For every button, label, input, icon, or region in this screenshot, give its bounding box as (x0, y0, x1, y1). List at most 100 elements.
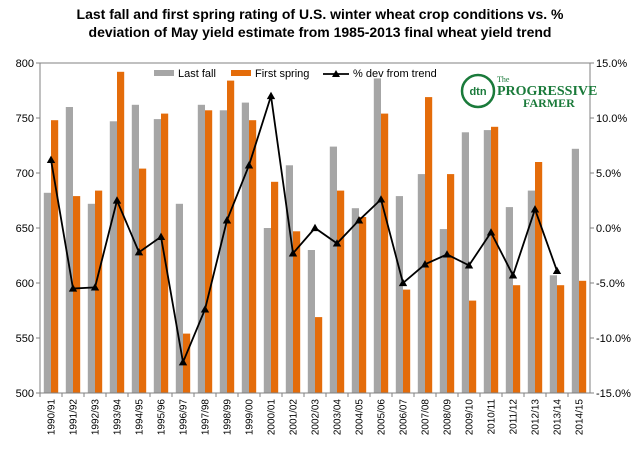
bar-last-fall (197, 104, 205, 394)
trend-point (68, 284, 78, 292)
x-tick-label: 1995/96 (157, 399, 168, 436)
x-tick-label: 2014/15 (575, 399, 586, 436)
logo-line-the: The (497, 75, 510, 84)
trend-point (332, 239, 342, 247)
bar-last-fall (43, 192, 51, 393)
bar-last-fall (549, 275, 557, 393)
x-tick-label: 2002/03 (311, 399, 322, 436)
legend-swatch-last-fall (154, 70, 174, 76)
bar-first-spring (271, 181, 279, 393)
trend-point (464, 261, 474, 269)
left-tick-label: 650 (16, 223, 34, 235)
trend-point (420, 260, 430, 268)
bar-first-spring (557, 285, 565, 393)
x-tick-label: 2008/09 (443, 399, 454, 436)
left-tick-label: 750 (16, 113, 34, 125)
x-tick-label: 1992/93 (91, 399, 102, 436)
x-tick-label: 1999/00 (245, 399, 256, 436)
bar-last-fall (395, 196, 403, 393)
bar-first-spring (403, 289, 411, 393)
x-tick-label: 1998/99 (223, 399, 234, 436)
x-tick-label: 1993/94 (113, 399, 124, 436)
trend-point (354, 216, 364, 224)
bar-first-spring (117, 71, 125, 394)
bar-first-spring (95, 190, 103, 393)
bar-first-spring (469, 300, 477, 393)
legend: Last fall First spring % dev from trend (154, 68, 437, 80)
bar-first-spring (425, 97, 433, 393)
chart-title: Last fall and first spring rating of U.S… (77, 6, 565, 40)
legend-marker-trend (332, 70, 340, 77)
bar-first-spring (447, 174, 455, 393)
bars-group (43, 71, 587, 394)
trend-point (398, 278, 408, 287)
dtn-badge-icon (460, 73, 496, 109)
trend-point (376, 195, 386, 203)
chart-title-line: Last fall and first spring rating of U.S… (77, 6, 565, 22)
bar-first-spring (535, 162, 543, 393)
trend-point (530, 205, 540, 213)
trend-point (508, 271, 518, 279)
bar-last-fall (285, 165, 293, 393)
bar-first-spring (139, 168, 147, 393)
x-tick-label: 1997/98 (201, 399, 212, 436)
left-tick-label: 700 (16, 168, 34, 180)
bar-last-fall (439, 229, 447, 393)
left-tick-label: 500 (16, 388, 34, 400)
legend-label-first-spring: First spring (255, 68, 309, 80)
x-tick-label: 2010/11 (487, 399, 498, 435)
left-tick-label: 550 (16, 333, 34, 345)
legend-label-trend: % dev from trend (353, 68, 437, 80)
bar-last-fall (417, 174, 425, 393)
bar-first-spring (491, 126, 499, 394)
right-tick-label: -10.0% (596, 333, 631, 345)
trend-point (178, 358, 188, 366)
bar-last-fall (241, 102, 249, 393)
bar-first-spring (315, 317, 323, 393)
trend-point (200, 305, 210, 313)
bar-first-spring (381, 113, 389, 393)
x-tick-label: 2004/05 (355, 399, 366, 436)
trend-point (156, 232, 166, 240)
trend-point (486, 228, 496, 236)
x-tick-label: 2003/04 (333, 399, 344, 436)
bar-first-spring (579, 280, 587, 393)
bar-last-fall (175, 203, 183, 393)
bar-first-spring (337, 190, 345, 393)
bar-last-fall (65, 107, 73, 393)
x-tick-label: 2013/14 (553, 399, 564, 436)
bar-last-fall (109, 121, 117, 394)
x-tick-label: 1994/95 (135, 399, 146, 436)
bar-last-fall (329, 146, 337, 393)
trend-point (442, 250, 452, 258)
right-tick-label: -5.0% (596, 278, 625, 290)
x-tick-label: 2011/12 (509, 399, 520, 435)
bar-last-fall (131, 104, 139, 394)
right-tick-label: 0.0% (596, 223, 621, 235)
bar-last-fall (87, 203, 95, 393)
chart-title-line: deviation of May yield estimate from 198… (89, 24, 552, 40)
x-tick-label: 2000/01 (267, 399, 278, 436)
right-tick-label: 10.0% (596, 113, 627, 125)
logo-line-farmer: FARMER (523, 96, 575, 110)
bar-last-fall (153, 119, 161, 393)
x-tick-label: 2012/13 (531, 399, 542, 436)
axes-group: 500 550 600 650 700 750 800 -15.0% -10.0% -5.0% 0.… (16, 58, 631, 435)
trend-point (46, 155, 56, 163)
trend-line (50, 95, 558, 366)
trend-point (310, 223, 320, 232)
dtn-badge-text: dtn (469, 86, 486, 98)
x-tick-label: 2007/08 (421, 399, 432, 436)
x-tick-label: 2005/06 (377, 399, 388, 436)
bar-last-fall (527, 190, 535, 393)
bar-first-spring (513, 285, 521, 393)
x-tick-label: 1990/91 (47, 399, 58, 436)
trend-point (288, 249, 298, 257)
trend-point (112, 196, 122, 204)
x-tick-label: 1991/92 (69, 399, 80, 436)
logo-line-progressive: PROGRESSIVE (497, 84, 597, 99)
bar-last-fall (483, 130, 491, 393)
bar-last-fall (263, 228, 271, 393)
